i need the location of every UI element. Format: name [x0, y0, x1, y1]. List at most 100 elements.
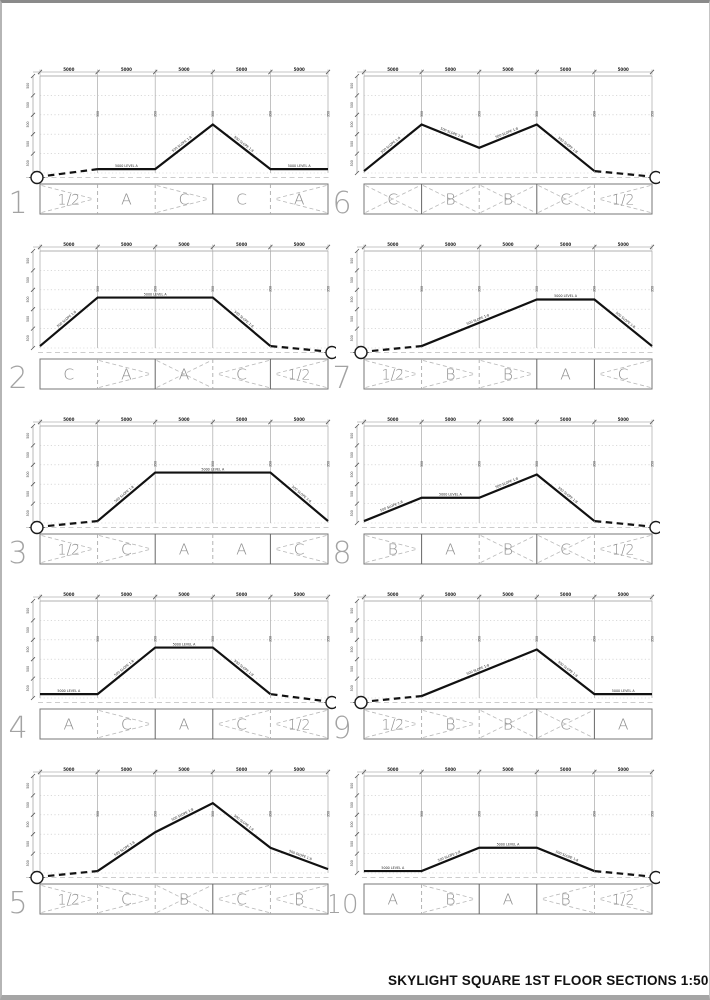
svg-text:500: 500: [350, 841, 354, 847]
section-number: 2: [8, 361, 27, 394]
svg-text:500: 500: [26, 841, 30, 847]
strip-cell-label: 1/2: [382, 718, 405, 734]
svg-text:5000: 5000: [236, 767, 247, 772]
svg-text:5000 LEVEL A: 5000 LEVEL A: [144, 292, 168, 296]
strip-cell-label: A: [618, 716, 629, 734]
svg-text:5000: 5000: [121, 767, 132, 772]
svg-text:350: 350: [478, 461, 482, 467]
svg-text:5000: 5000: [178, 67, 189, 72]
svg-text:5000 LEVEL A: 5000 LEVEL A: [439, 492, 463, 496]
svg-text:500: 500: [350, 783, 354, 789]
sheet-title: SKYLIGHT SQUARE 1ST FLOOR SECTIONS 1:50: [388, 973, 709, 988]
strip-cell-label: B: [503, 366, 513, 384]
strip-cell-label: C: [121, 541, 132, 559]
svg-text:500: 500: [350, 491, 354, 497]
svg-text:500: 500: [350, 433, 354, 439]
svg-text:350: 350: [269, 636, 273, 642]
strip-cell-label: C: [236, 191, 247, 209]
svg-text:500 SLOPE 1:8: 500 SLOPE 1:8: [615, 311, 636, 329]
svg-text:350: 350: [593, 286, 597, 292]
strip-cell-label: 1/2: [612, 193, 635, 209]
svg-text:5000: 5000: [236, 242, 247, 247]
section-drawing: 5000 5000 5000 5000 5000 500 500 500 500 500 350 35…: [332, 242, 655, 396]
strip-cell-label: B: [445, 191, 455, 209]
svg-text:5000: 5000: [236, 67, 247, 72]
svg-text:500: 500: [350, 160, 354, 166]
svg-text:5000: 5000: [387, 592, 398, 597]
strip-cell-label: C: [236, 891, 247, 909]
svg-text:5000: 5000: [502, 592, 513, 597]
section-diagram-1: 5000 5000 5000 5000 5000 500 500 500 500 500 350 35…: [6, 67, 336, 221]
strip-cell-label: 1/2: [58, 193, 81, 209]
svg-text:5000: 5000: [445, 592, 456, 597]
section-diagram-6: 5000 5000 5000 5000 5000 500 500 500 500 500 350 35…: [330, 67, 664, 221]
svg-text:350: 350: [269, 111, 273, 117]
section-number: 3: [8, 536, 27, 569]
svg-text:5000: 5000: [560, 417, 571, 422]
svg-text:5000: 5000: [121, 67, 132, 72]
strip-cell-label: 1/2: [288, 718, 311, 734]
svg-text:5000 LEVEL A: 5000 LEVEL A: [554, 294, 578, 298]
svg-text:500 SLOPE 1:8: 500 SLOPE 1:8: [171, 135, 193, 153]
svg-text:5000: 5000: [387, 242, 398, 247]
svg-text:500 SLOPE 1:8: 500 SLOPE 1:8: [114, 659, 135, 677]
svg-text:5000: 5000: [236, 592, 247, 597]
svg-text:350: 350: [478, 636, 482, 642]
svg-text:5000: 5000: [560, 67, 571, 72]
section-diagram-9: 5000 5000 5000 5000 5000 500 500 500 500 500 350 35…: [330, 592, 660, 746]
section-diagram-5: 5000 5000 5000 5000 5000 500 500 500 500 500 350 35…: [6, 767, 336, 921]
svg-text:5000: 5000: [63, 417, 74, 422]
datum-circle-marker: [354, 695, 368, 710]
section-drawing: 5000 5000 5000 5000 5000 500 500 500 500 500 350 35…: [332, 417, 664, 571]
strip-cell-label: C: [236, 716, 247, 734]
svg-text:350: 350: [326, 811, 330, 817]
svg-text:350: 350: [211, 811, 215, 817]
svg-text:5000 LEVEL A: 5000 LEVEL A: [612, 689, 636, 693]
svg-text:500: 500: [26, 258, 30, 264]
svg-text:5000: 5000: [387, 67, 398, 72]
strip-cell-label: C: [618, 366, 629, 384]
svg-text:350: 350: [650, 636, 654, 642]
svg-text:500: 500: [350, 627, 354, 633]
svg-text:500: 500: [26, 277, 30, 283]
svg-text:500: 500: [350, 452, 354, 458]
strip-cell-label: C: [179, 191, 190, 209]
svg-text:350: 350: [96, 461, 100, 467]
svg-text:350: 350: [211, 461, 215, 467]
section-number: 1: [8, 186, 27, 219]
svg-text:350: 350: [650, 111, 654, 117]
svg-text:500: 500: [26, 666, 30, 672]
strip-cell-label: A: [445, 541, 456, 559]
strip-cell-label: A: [121, 366, 132, 384]
svg-text:500: 500: [26, 83, 30, 89]
section-number: 9: [332, 711, 351, 744]
svg-text:500: 500: [350, 335, 354, 341]
svg-text:350: 350: [420, 111, 424, 117]
svg-text:350: 350: [96, 811, 100, 817]
svg-text:350: 350: [650, 286, 654, 292]
section-number: 4: [8, 711, 27, 744]
svg-text:350: 350: [593, 461, 597, 467]
svg-text:500: 500: [350, 821, 354, 827]
svg-text:500: 500: [26, 121, 30, 127]
svg-text:500: 500: [26, 433, 30, 439]
svg-text:350: 350: [420, 461, 424, 467]
strip-cell-label: 1/2: [382, 368, 405, 384]
svg-text:500: 500: [26, 627, 30, 633]
svg-text:500 SLOPE 1:8: 500 SLOPE 1:8: [233, 310, 254, 329]
svg-text:5000: 5000: [445, 767, 456, 772]
strip-cell-label: A: [560, 366, 571, 384]
strip-cell-label: 1/2: [612, 543, 635, 559]
svg-text:5000: 5000: [121, 242, 132, 247]
svg-text:5000 LEVEL A: 5000 LEVEL A: [57, 689, 81, 693]
svg-text:500: 500: [350, 802, 354, 808]
svg-text:350: 350: [154, 286, 158, 292]
svg-text:500: 500: [350, 471, 354, 477]
svg-text:5000: 5000: [502, 242, 513, 247]
strip-cell-label: C: [236, 366, 247, 384]
strip-cell-label: 1/2: [612, 893, 635, 909]
svg-text:500: 500: [26, 802, 30, 808]
strip-cell-label: B: [445, 891, 455, 909]
svg-text:5000: 5000: [236, 417, 247, 422]
svg-text:5000: 5000: [178, 592, 189, 597]
